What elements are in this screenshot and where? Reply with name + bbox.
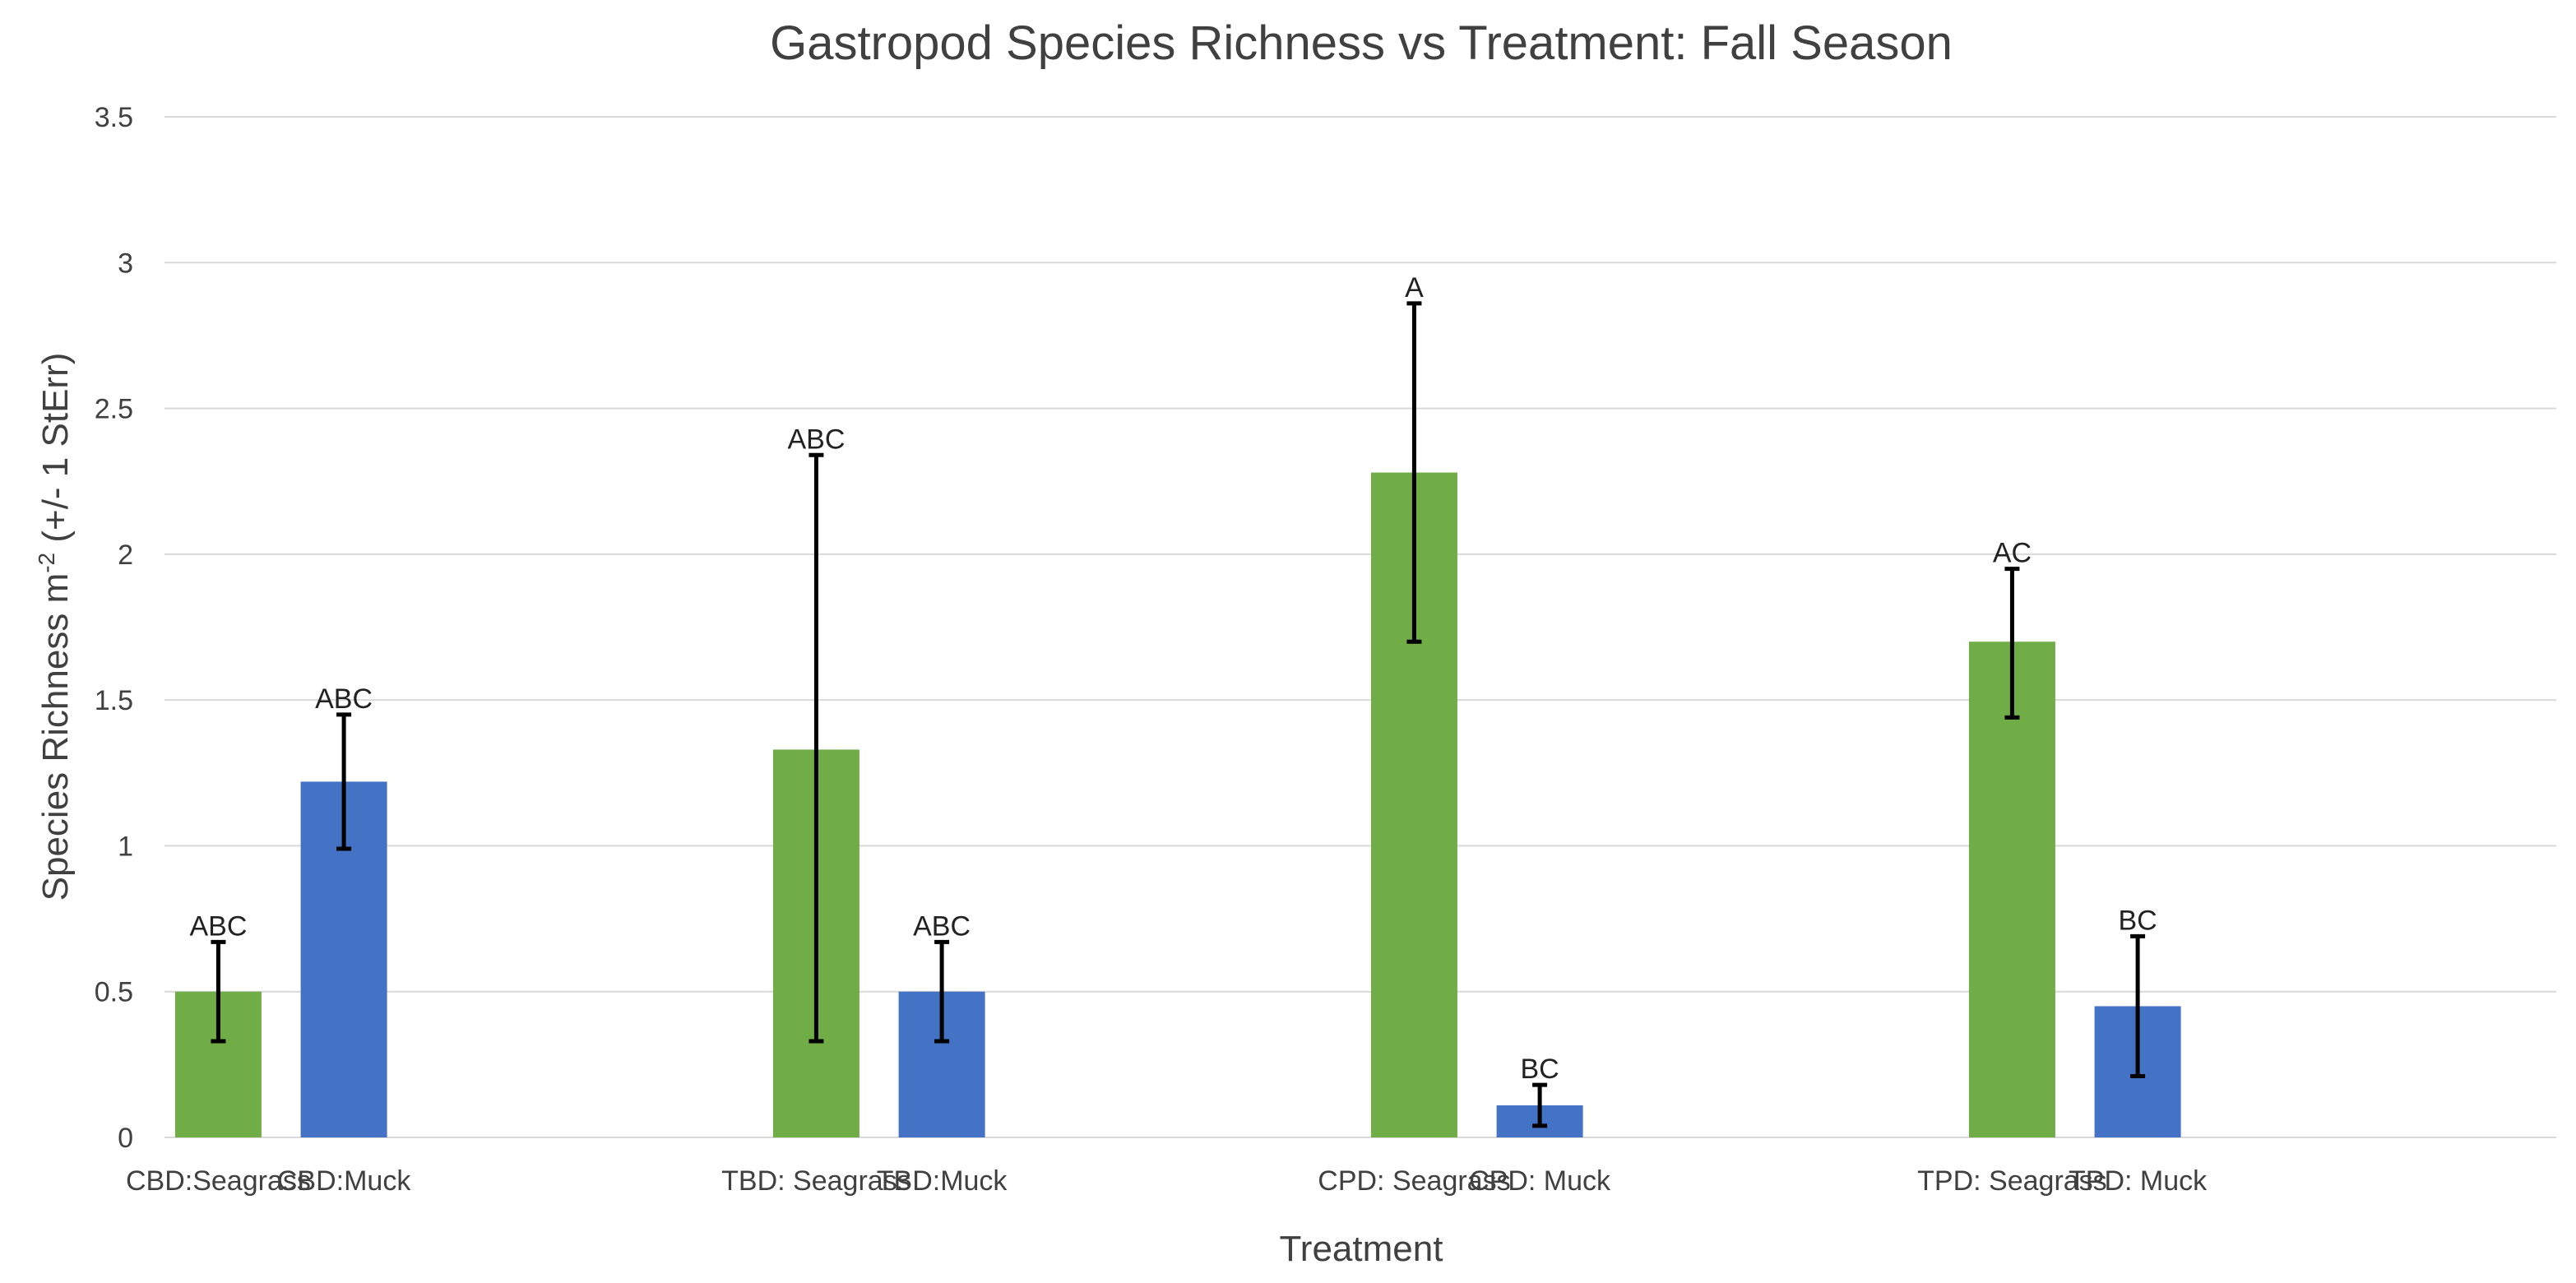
x-category-label: TBD:Muck [877, 1165, 1008, 1197]
y-tick-label: 0 [118, 1123, 133, 1154]
significance-label: BC [2118, 905, 2157, 936]
x-category-label: CPD: Seagrass [1318, 1165, 1510, 1197]
significance-label: ABC [787, 424, 845, 455]
y-tick-label: 1.5 [95, 685, 133, 716]
x-category-label: CBD:Seagrass [126, 1165, 311, 1197]
y-axis-title-superscript: -2 [34, 553, 59, 573]
y-axis-ticks: 0 0.5 1 1.5 2 2.5 3 3.5 [95, 102, 133, 1154]
x-category-label: TPD: Muck [2069, 1165, 2208, 1197]
y-tick-label: 1 [118, 831, 133, 862]
bar-tpd-seagrass [1968, 642, 2055, 1137]
x-axis-title: Treatment [1280, 1229, 1443, 1269]
significance-label: ABC [189, 910, 247, 942]
significance-label: A [1405, 272, 1424, 303]
gridlines [164, 116, 2556, 1138]
y-axis-title-suffix: (+/- 1 StErr) [35, 353, 76, 553]
significance-label: BC [1520, 1054, 1559, 1085]
y-tick-label: 2.5 [95, 394, 133, 425]
error-bars [211, 301, 2146, 1128]
significance-label: ABC [315, 683, 373, 715]
y-tick-label: 3 [118, 248, 133, 279]
y-tick-label: 0.5 [95, 977, 133, 1008]
x-category-label: CBD:Muck [277, 1165, 411, 1197]
y-tick-label: 3.5 [95, 102, 133, 133]
y-axis-title-main: Species Richness m [35, 573, 76, 901]
significance-label: ABC [913, 910, 971, 942]
x-category-label: TBD: Seagrass [721, 1165, 911, 1197]
y-tick-label: 2 [118, 540, 133, 571]
chart-title: Gastropod Species Richness vs Treatment:… [770, 16, 1953, 70]
significance-label: AC [1993, 538, 2032, 569]
bars [174, 472, 2181, 1137]
x-category-label: TPD: Seagrass [1917, 1165, 2107, 1197]
x-category-label: CPD: Muck [1469, 1165, 1611, 1197]
y-axis-title: Species Richness m-2 (+/- 1 StErr) [34, 353, 76, 901]
